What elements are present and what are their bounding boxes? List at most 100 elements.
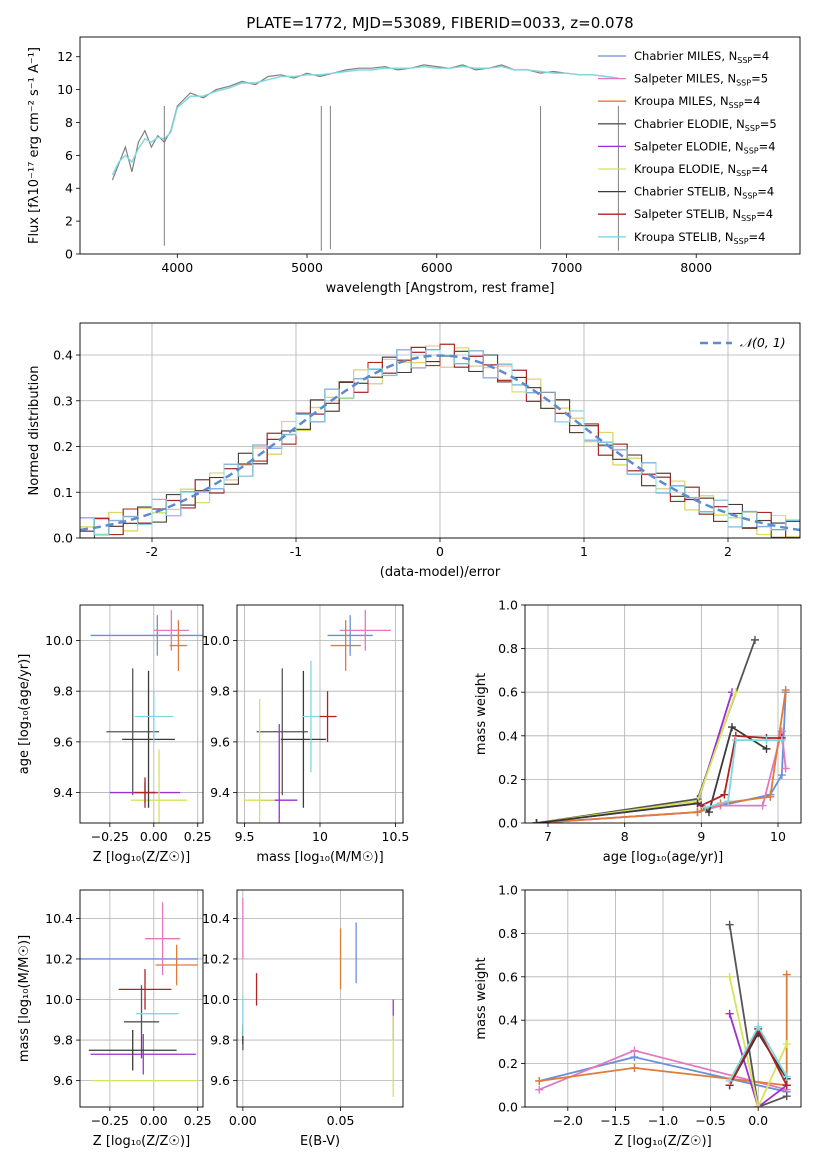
y-tick-label: 10 (57, 82, 73, 97)
mass-age-panel: 9.5 10 10.5 9.4 9.6 9.8 10.0 mass [log₁₀(M/M☉)] (202, 604, 410, 865)
legend-label: Kroupa MILES, NSSP=4 (634, 94, 760, 110)
legend-nssp: =4 (756, 207, 773, 221)
x-axis-label: mass [log₁₀(M/M☉)] (256, 850, 383, 865)
y-axis-label: mass [log₁₀(M/M☉)] (17, 935, 32, 1062)
x-tick-label: −0.25 (91, 829, 129, 844)
legend-nssp: =4 (744, 94, 761, 108)
legend-label: Salpeter STELIB, NSSP=4 (634, 207, 773, 223)
weight-marker (782, 1092, 791, 1101)
y-tick-label: 2 (65, 214, 73, 229)
x-axis-label: Z [log₁₀(Z/Z☉)] (93, 1134, 190, 1149)
legend-nssp: =4 (749, 230, 766, 244)
gaussian-curve (80, 354, 800, 532)
y-tick-label: 10.2 (202, 951, 230, 966)
weight-marker (720, 790, 729, 799)
plot-area (242, 898, 394, 1097)
legend-subscript: SSP (741, 214, 756, 223)
legend-subscript: SSP (729, 101, 744, 110)
y-tick-label: 9.4 (53, 785, 73, 800)
x-axis-label: Z [log₁₀(Z/Z☉)] (93, 850, 190, 865)
legend-label: Salpeter MILES, NSSP=5 (634, 72, 768, 88)
weight-marker (701, 803, 710, 812)
weight-marker (693, 808, 702, 817)
z-age-panel: −0.25 0.00 0.25 9.4 9.6 9.8 10.0 Z [log₁₀(Z/Z☉)… (17, 604, 212, 865)
y-axis-label: mass weight (474, 673, 489, 755)
y-tick-label: 0.0 (498, 816, 518, 831)
y-tick-label: 0 (65, 247, 73, 262)
y-tick-label: 6 (65, 148, 73, 163)
weight-marker (535, 1076, 544, 1085)
model-spectrum-line (111, 65, 619, 176)
y-tick-label: 0.0 (498, 1100, 518, 1115)
x-tick-label: 5000 (291, 260, 323, 275)
y-tick-label: 0.2 (498, 772, 518, 787)
weight-marker (777, 736, 786, 745)
age-weight-panel: 7 8 9 10 0.0 0.2 0.4 0.6 0.8 1.0 age [log₁₀(age/yr… (474, 598, 802, 865)
y-tick-label: 10.4 (45, 911, 73, 926)
legend-label: Chabrier ELODIE, NSSP=5 (634, 117, 777, 133)
legend-subscript: SSP (745, 124, 760, 133)
legend-nssp: =5 (760, 117, 777, 131)
y-tick-label: 1.0 (498, 598, 518, 613)
y-axis-label: Flux [fλ10⁻¹⁷ erg cm⁻² s⁻¹ A⁻¹] (27, 47, 42, 244)
weight-marker (705, 808, 713, 817)
y-tick-label: 10.2 (45, 951, 73, 966)
y-tick-label: 0.8 (498, 641, 518, 656)
axes-frame (79, 889, 204, 1108)
y-tick-label: 10.0 (45, 633, 73, 648)
y-tick-label: 9.6 (210, 734, 230, 749)
data-spectrum-line (111, 64, 619, 181)
weight-marker (762, 744, 771, 753)
x-tick-label: 7 (544, 829, 552, 844)
x-tick-label: 10 (312, 829, 328, 844)
weight-marker (535, 1085, 544, 1094)
weight-marker (630, 1046, 639, 1055)
weight-marker (728, 723, 736, 732)
y-tick-label: 9.8 (53, 684, 73, 699)
y-axis-label: age [log₁₀(age/yr)] (17, 654, 32, 775)
weight-marker (782, 1072, 791, 1081)
x-tick-label: 6000 (421, 260, 453, 275)
legend-nssp: =4 (752, 49, 769, 63)
y-tick-label: 9.8 (53, 1033, 73, 1048)
x-tick-label: 10.5 (382, 829, 410, 844)
gaussian-legend-label: 𝒩(0, 1) (740, 335, 786, 350)
y-tick-label: 9.6 (210, 1073, 230, 1088)
axes-frame (524, 604, 802, 824)
x-tick-label: 1 (580, 544, 588, 559)
weight-marker (532, 819, 541, 823)
weight-marker (731, 736, 740, 745)
x-tick-label: 10 (770, 829, 786, 844)
weight-series-line (728, 1013, 788, 1107)
legend-nssp: =4 (759, 139, 776, 153)
ebv-mass-panel: 0.00 0.05 9.6 9.8 10.0 10.2 10.4 E(B-V) (202, 889, 404, 1149)
plot-area (532, 635, 790, 823)
weight-marker (731, 688, 740, 697)
axes-frame (236, 889, 404, 1108)
x-tick-label: 0.00 (140, 1113, 168, 1128)
legend-subscript: SSP (737, 56, 752, 65)
legend-nssp: =4 (757, 185, 774, 199)
x-tick-label: 8 (621, 829, 629, 844)
legend-label: Kroupa STELIB, NSSP=4 (634, 230, 765, 246)
y-tick-label: 10.0 (202, 633, 230, 648)
x-tick-label: 0 (436, 544, 444, 559)
plot-area (535, 920, 791, 1107)
weight-marker (766, 792, 775, 801)
y-axis-label: mass weight (474, 957, 489, 1039)
figure-title: PLATE=1772, MJD=53089, FIBERID=0033, z=0… (246, 14, 633, 32)
weight-marker (725, 972, 734, 981)
y-tick-label: 9.8 (210, 1033, 230, 1048)
weight-marker (781, 686, 790, 695)
plot-area (244, 610, 391, 823)
x-tick-label: 0.25 (184, 829, 212, 844)
y-tick-label: 10.0 (45, 992, 73, 1007)
y-tick-label: 4 (65, 181, 73, 196)
weight-marker (781, 764, 790, 773)
x-tick-label: 2 (724, 544, 732, 559)
x-tick-label: -2 (146, 544, 158, 559)
weight-marker (724, 797, 733, 806)
y-tick-label: 0.0 (53, 531, 73, 546)
legend-subscript: SSP (744, 146, 759, 155)
